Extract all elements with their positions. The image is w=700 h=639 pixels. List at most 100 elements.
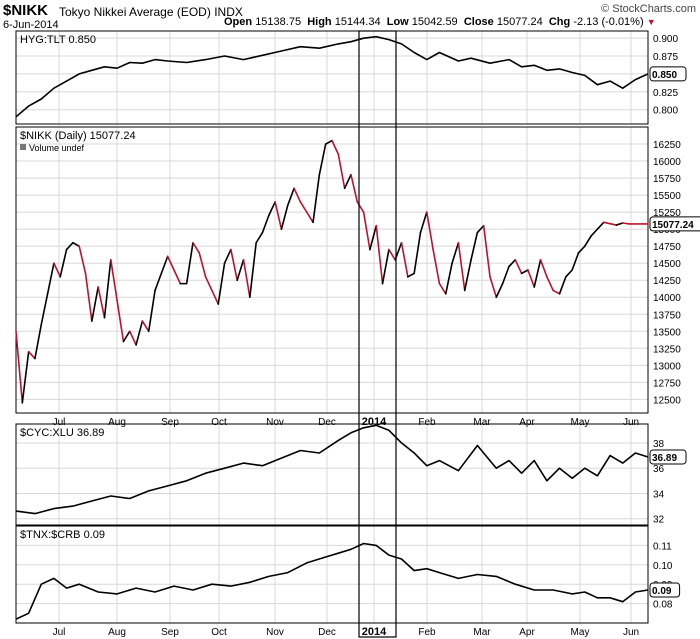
price-segment: [514, 258, 523, 275]
highlight-box: [358, 30, 397, 638]
price-segment: [590, 228, 599, 237]
price-segment: [470, 231, 479, 261]
price-segment: [185, 241, 194, 285]
low-value: 15042.59: [411, 16, 458, 28]
price-segment: [419, 211, 428, 234]
chg-label: Chg: [548, 16, 571, 28]
x-tick-label: Nov: [266, 417, 284, 428]
price-segment: [527, 269, 536, 288]
price-segment: [217, 262, 226, 305]
price-segment: [128, 330, 137, 346]
price-segment: [34, 323, 43, 360]
x-tick-label: Jun: [623, 417, 639, 428]
last-value-label: 36.89: [652, 453, 677, 464]
price-segment: [255, 231, 264, 244]
price-segment: [65, 241, 74, 251]
y-tick-label: 16000: [653, 157, 681, 168]
price-segment: [223, 248, 232, 264]
x-tick-label: Jul: [53, 417, 66, 428]
price-segment: [135, 320, 144, 346]
close-label: Close: [463, 16, 494, 28]
last-value-label: 15077.24: [652, 220, 694, 231]
series-line: [15, 424, 649, 515]
price-segment: [324, 139, 333, 145]
price-segment: [438, 282, 447, 295]
x-tick-label: Mar: [473, 417, 491, 428]
price-segment: [15, 330, 24, 404]
price-segment: [116, 299, 125, 343]
price-segment: [400, 241, 409, 278]
price-segment: [476, 224, 485, 234]
price-segment: [451, 241, 460, 264]
last-value-label: 0.09: [652, 586, 672, 597]
x-tick-label: Apr: [519, 627, 535, 638]
x-tick-label: Aug: [108, 627, 126, 638]
price-segment: [154, 272, 163, 292]
price-segment: [280, 204, 289, 230]
panel-title: HYG:TLT 0.850: [20, 34, 96, 46]
price-segment: [621, 222, 630, 225]
price-segment: [230, 248, 238, 282]
y-tick-label: 0.825: [653, 88, 678, 99]
last-value-badge: [649, 582, 681, 598]
price-segment: [261, 214, 270, 234]
price-segment: [147, 289, 156, 333]
price-segment: [565, 269, 573, 278]
x-tick-label: Jun: [623, 627, 639, 638]
instrument-full-name: Tokyo Nikkei Average (EOD): [59, 5, 211, 19]
date-label: 6-Jun-2014: [3, 19, 59, 31]
price-segment: [413, 231, 422, 275]
last-value-badge: [649, 216, 700, 232]
panel-title: $CYC:XLU 36.89: [20, 427, 104, 439]
y-tick-label: 14250: [653, 276, 681, 287]
low-label: Low: [386, 16, 409, 28]
last-value-badge: [649, 449, 687, 465]
x-tick-label: Oct: [211, 417, 227, 428]
price-segment: [609, 222, 618, 226]
y-tick-label: 0.08: [653, 600, 673, 611]
chg-value: -2.13 (-0.01%): [573, 16, 644, 28]
price-segment: [72, 241, 80, 247]
price-segment: [337, 153, 346, 190]
close-value: 15077.24: [496, 16, 543, 28]
price-segment: [103, 258, 112, 319]
price-segment: [407, 272, 415, 278]
panel-title: $TNX:$CRB 0.09: [20, 529, 105, 541]
price-segment: [343, 173, 352, 190]
x-tick-label: Dec: [318, 417, 336, 428]
price-segment: [286, 187, 295, 207]
volume-icon: [20, 144, 26, 150]
panel-title: $NIKK (Daily) 15077.24: [20, 130, 136, 142]
price-segment: [198, 252, 207, 278]
price-segment: [520, 269, 529, 275]
y-tick-label: 15250: [653, 208, 681, 219]
price-segment: [173, 269, 182, 285]
x-tick-label: Apr: [519, 417, 535, 428]
y-tick-label: 14000: [653, 293, 681, 304]
y-tick-label: 16250: [653, 140, 681, 151]
exchange-label: INDX: [214, 5, 243, 19]
x-tick-label: Jul: [53, 627, 66, 638]
price-segment: [457, 241, 466, 292]
price-segment: [312, 173, 321, 224]
panel-frame: [15, 423, 649, 526]
price-segment: [84, 272, 93, 322]
x-tick-label: Sep: [161, 417, 179, 428]
price-segment: [331, 139, 340, 156]
price-segment: [596, 221, 605, 230]
price-segment: [533, 258, 542, 288]
chart-header: $NIKK Tokyo Nikkei Average (EOD) INDX 6-…: [0, 0, 700, 31]
x-tick-label: Feb: [418, 627, 436, 638]
y-tick-label: 14750: [653, 242, 681, 253]
y-tick-label: 15500: [653, 191, 681, 202]
price-segment: [432, 248, 441, 285]
price-segment: [350, 173, 359, 203]
panel-frame: [15, 126, 649, 414]
x-tick-label: Nov: [266, 627, 284, 638]
price-segment: [501, 265, 510, 285]
price-segment: [293, 187, 302, 203]
price-segment: [444, 262, 453, 295]
price-segment: [305, 211, 314, 224]
series-line: [15, 542, 649, 620]
